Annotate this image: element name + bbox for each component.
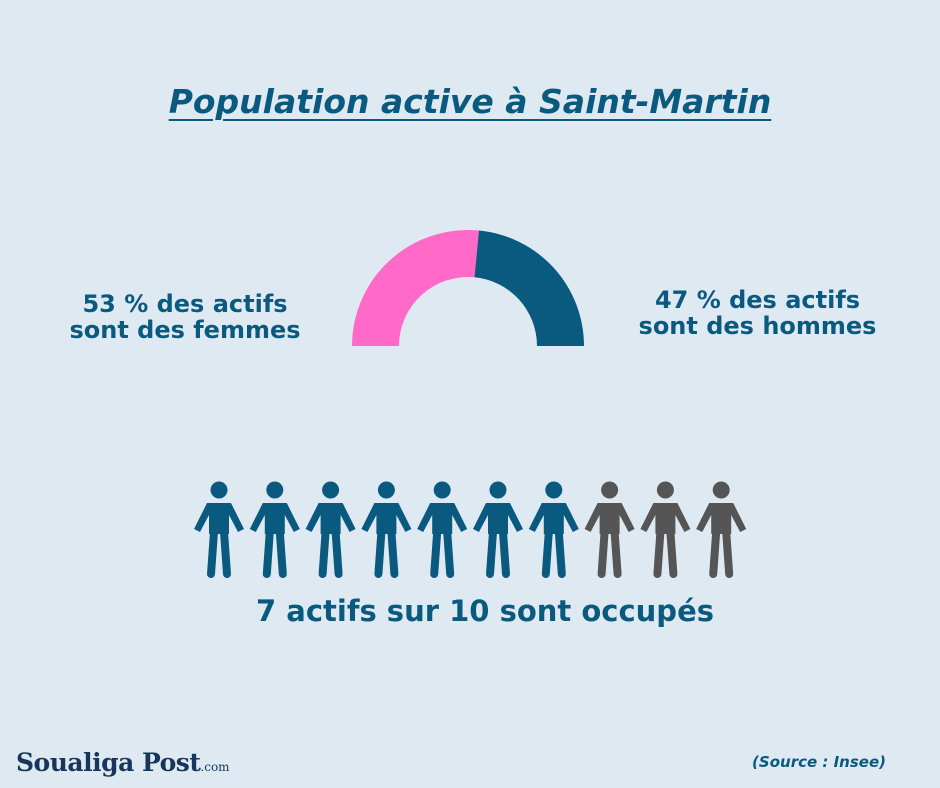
person-icon: [305, 481, 356, 578]
women-label: 53 % des actifs sont des femmes: [50, 291, 320, 343]
logo-name: Soualiga Post: [16, 748, 201, 777]
source-note: (Source : Insee): [752, 753, 886, 771]
person-icon: [417, 481, 468, 578]
employment-summary: 7 actifs sur 10 sont occupés: [256, 594, 714, 628]
person-icon: [194, 481, 244, 578]
logo-suffix: .com: [200, 760, 230, 774]
men-label-line2: sont des hommes: [638, 312, 877, 340]
men-label-line1: 47 % des actifs: [654, 286, 861, 314]
men-slice: [474, 230, 584, 346]
women-label-line1: 53 % des actifs: [82, 290, 288, 318]
page-title: Population active à Saint-Martin: [168, 82, 772, 121]
person-icon: [473, 481, 523, 578]
women-label-line2: sont des femmes: [69, 316, 301, 344]
person-icon: [249, 481, 300, 578]
person-icon: [696, 481, 747, 578]
person-icon: [640, 481, 691, 578]
person-icon: [528, 481, 579, 578]
brand-logo: Soualiga Post.com: [16, 748, 230, 777]
person-icon: [584, 481, 635, 578]
person-icon: [361, 481, 412, 578]
men-label: 47 % des actifs sont des hommes: [620, 287, 895, 339]
women-slice: [352, 229, 479, 346]
